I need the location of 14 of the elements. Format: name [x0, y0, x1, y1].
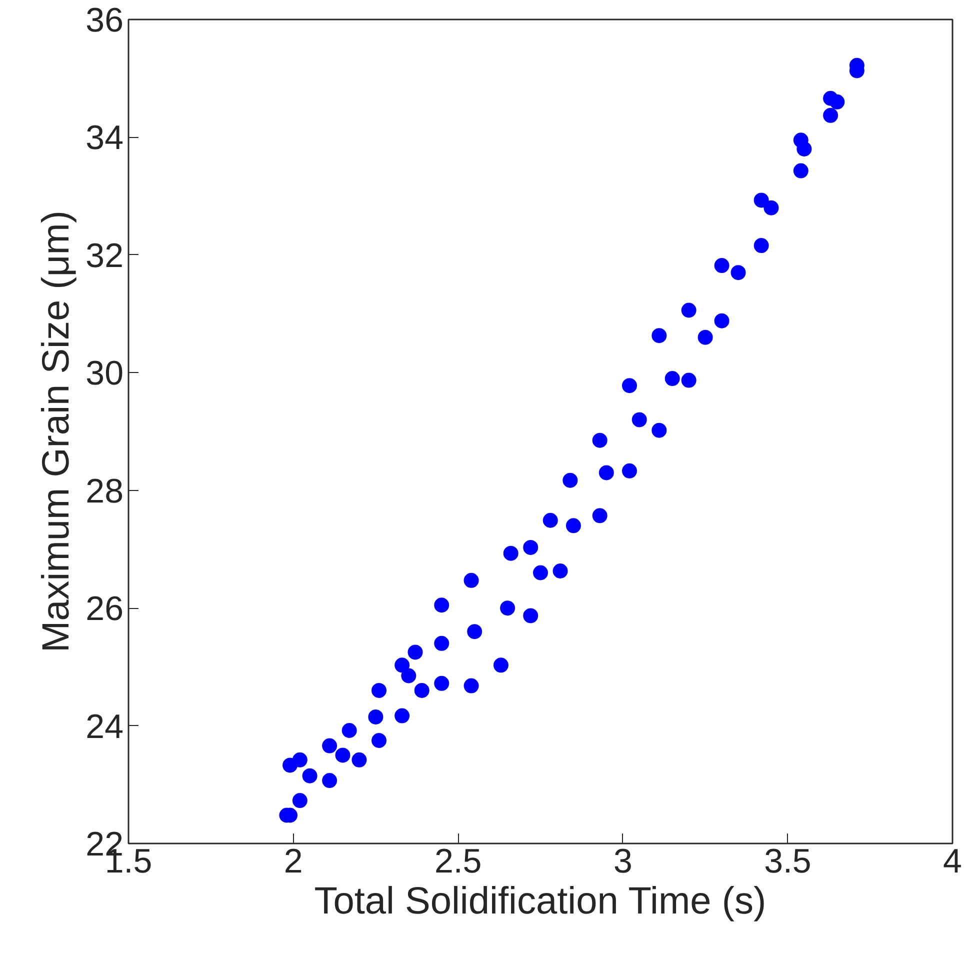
x-tick-label: 4 — [943, 842, 962, 880]
y-tick-label: 30 — [86, 354, 124, 393]
x-tick-label: 2.5 — [434, 842, 482, 880]
y-tick-label: 26 — [86, 590, 124, 628]
y-tick-label: 36 — [86, 2, 124, 40]
y-tick-label: 32 — [86, 236, 124, 275]
y-axis-title: Maximum Grain Size (μm) — [36, 210, 78, 653]
y-tick-label: 28 — [86, 472, 124, 510]
y-tick-label: 24 — [86, 708, 124, 746]
x-axis-title: Total Solidification Time (s) — [314, 880, 766, 922]
x-tick-label: 3.5 — [764, 842, 812, 880]
x-tick-label: 3 — [613, 842, 632, 880]
y-tick-label: 34 — [86, 119, 124, 158]
x-tick-label: 2 — [284, 842, 303, 880]
